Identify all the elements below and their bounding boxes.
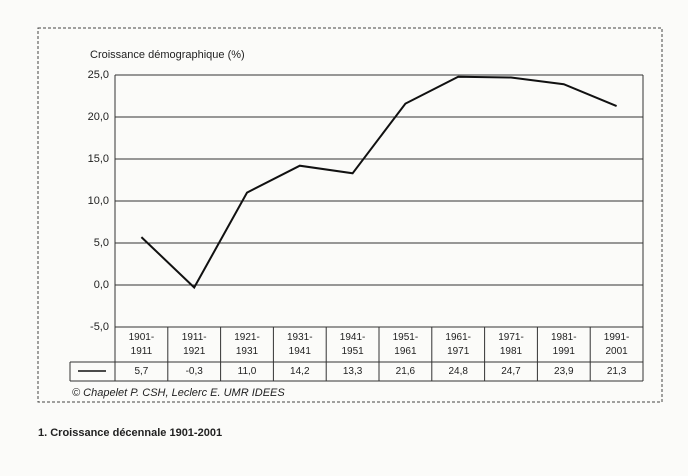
data-label: 24,8: [448, 366, 468, 377]
x-tick-label: 1901- 1911: [128, 332, 155, 357]
data-label: 11,0: [237, 366, 257, 377]
x-tick-label: 1911- 1921: [181, 332, 207, 357]
y-tick-label: 20,0: [88, 111, 109, 123]
data-label: 14,2: [290, 366, 310, 377]
chart-title: Croissance démographique (%): [90, 49, 245, 61]
data-label: 24,7: [501, 366, 521, 377]
frame: [37, 27, 663, 403]
data-label: -0,3: [185, 366, 203, 377]
line: [140, 75, 617, 290]
y-tick-label: 15,0: [88, 153, 109, 165]
y-tick-label: 5,0: [94, 237, 109, 249]
x-tick-label: 1921- 1931: [234, 332, 260, 357]
y-tick-label: 0,0: [94, 279, 109, 291]
x-tick-label: 1931- 1941: [287, 332, 313, 357]
x-tick-label: 1941- 1951: [339, 332, 366, 357]
y-tick-label: 25,0: [88, 69, 109, 81]
data-label: 21,6: [395, 366, 416, 377]
data-label: 23,9: [554, 366, 574, 377]
data-label: 13,3: [342, 366, 363, 377]
source: © Chapelet P. CSH, Leclerc E. UMR IDEES: [72, 387, 285, 399]
x-tick-label: 1981- 1991: [551, 332, 577, 357]
x-tick-label: 1971- 1981: [498, 332, 524, 357]
x-tick-label: 1961- 1971: [445, 332, 471, 357]
y-tick-label: -5,0: [90, 321, 109, 333]
x-tick-label: 1951- 1961: [392, 332, 419, 357]
data-label: 21,3: [606, 366, 627, 377]
x-tick-label: 1991- 2001: [603, 332, 630, 357]
data-label: 5,7: [134, 366, 149, 377]
caption: 1. Croissance décennale 1901-2001: [38, 427, 222, 439]
y-tick-label: 10,0: [88, 195, 109, 207]
